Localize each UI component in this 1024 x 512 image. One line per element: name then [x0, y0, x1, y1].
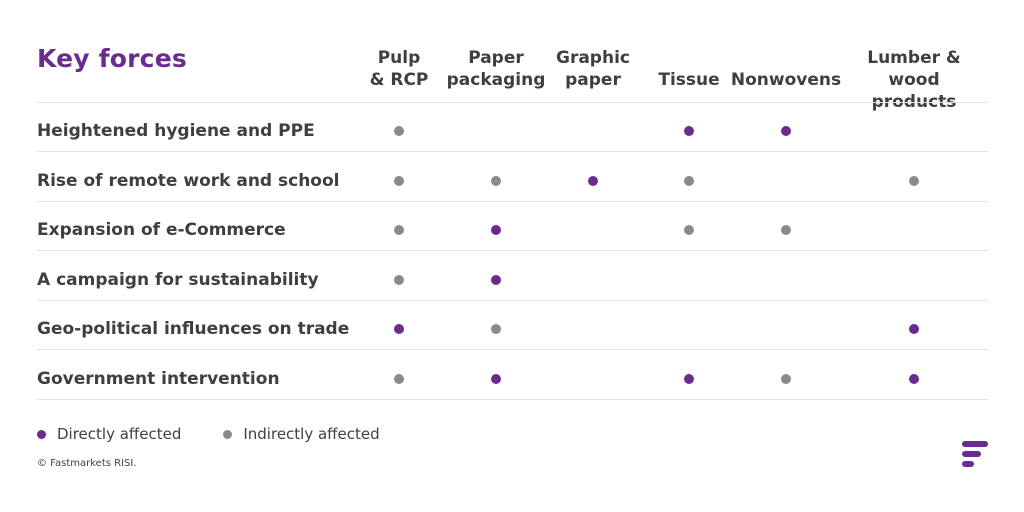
- dot-indirect: [394, 374, 404, 384]
- column-header: Graphic paper: [556, 48, 630, 90]
- column-header: Lumber & wood products: [867, 48, 961, 112]
- dot-indirect: [781, 225, 791, 236]
- dot-indirect: [394, 175, 404, 186]
- dot-direct: [684, 374, 694, 384]
- legend-dot-indirect: [223, 429, 233, 439]
- dot-indirect: [684, 175, 694, 186]
- dot-direct: [781, 126, 791, 136]
- divider: [37, 151, 988, 152]
- logo-bar: [962, 451, 981, 457]
- dot-indirect: [491, 175, 501, 186]
- dot-direct: [909, 324, 919, 335]
- dot-direct: [909, 374, 919, 384]
- dot-indirect: [394, 225, 404, 236]
- dot-indirect: [684, 225, 694, 236]
- copyright: © Fastmarkets RISI.: [37, 458, 137, 469]
- row-label: Government intervention: [37, 369, 280, 389]
- dot-direct: [491, 225, 501, 236]
- column-header: Pulp & RCP: [369, 48, 429, 90]
- legend-item-direct: Directly affected: [37, 425, 181, 443]
- divider: [37, 349, 988, 350]
- dot-direct: [588, 175, 598, 186]
- legend-label-indirect: Indirectly affected: [243, 425, 380, 443]
- logo-bar: [962, 461, 974, 467]
- column-header: Tissue: [658, 70, 720, 90]
- dot-direct: [684, 126, 694, 136]
- legend-label-direct: Directly affected: [57, 425, 182, 443]
- column-header: Nonwovens: [730, 70, 842, 90]
- dot-indirect: [909, 175, 919, 186]
- row-label: Heightened hygiene and PPE: [37, 121, 315, 141]
- fastmarkets-logo-icon: [962, 441, 988, 467]
- dot-indirect: [394, 126, 404, 136]
- dot-direct: [394, 324, 404, 335]
- column-header: Paper packaging: [446, 48, 546, 90]
- legend-item-indirect: Indirectly affected: [223, 425, 380, 443]
- divider: [37, 399, 988, 400]
- dot-indirect: [781, 374, 791, 384]
- row-label: Geo-political influences on trade: [37, 319, 350, 340]
- dot-direct: [491, 274, 501, 285]
- legend: Directly affected Indirectly affected: [37, 425, 422, 443]
- divider: [37, 250, 988, 251]
- dot-indirect: [491, 324, 501, 335]
- divider: [37, 201, 988, 202]
- dot-direct: [491, 374, 501, 384]
- divider: [37, 102, 988, 103]
- divider: [37, 300, 988, 301]
- row-label: Rise of remote work and school: [37, 170, 340, 191]
- logo-bar: [962, 441, 988, 447]
- dot-indirect: [394, 274, 404, 285]
- row-label: A campaign for sustainability: [37, 269, 319, 290]
- page-title: Key forces: [37, 44, 187, 73]
- legend-dot-direct: [37, 429, 46, 439]
- row-label: Expansion of e-Commerce: [37, 220, 286, 241]
